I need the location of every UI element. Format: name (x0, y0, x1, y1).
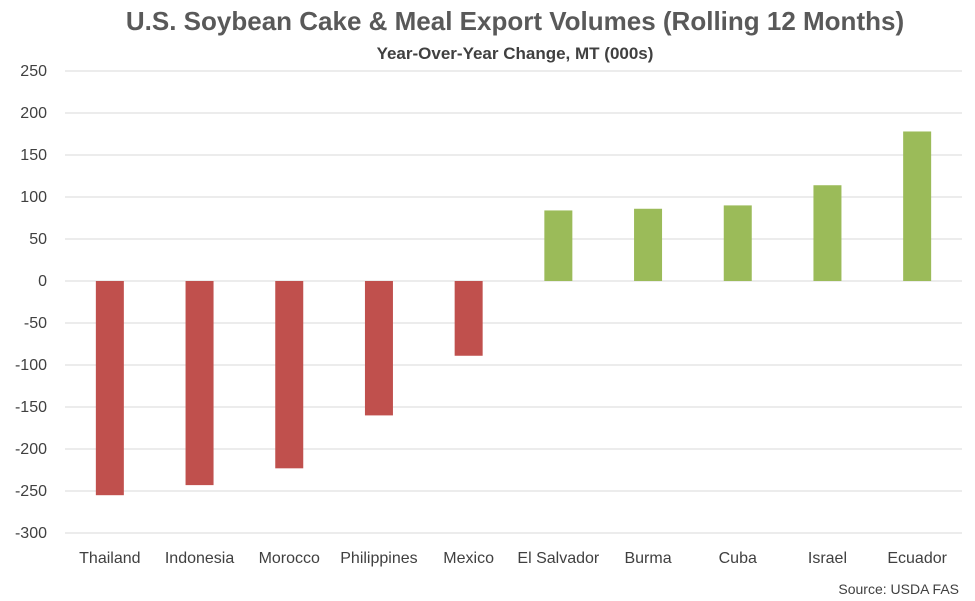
chart-source: Source: USDA FAS (838, 581, 959, 597)
x-tick-label: Morocco (259, 550, 320, 567)
x-tick-label: Burma (624, 550, 671, 567)
x-tick-label: Ecuador (887, 550, 947, 567)
chart-title: U.S. Soybean Cake & Meal Export Volumes … (125, 6, 905, 36)
y-tick-label: -100 (15, 357, 47, 374)
x-tick-label: Philippines (340, 550, 417, 567)
x-axis-tick-labels: Thailand Indonesia Morocco Philippines Mexic… (79, 550, 947, 567)
bar-el-salvador (544, 210, 573, 281)
bar-mexico (454, 281, 483, 356)
y-tick-label: 100 (20, 189, 47, 206)
x-tick-label: Cuba (719, 550, 757, 567)
bar-indonesia (185, 281, 214, 486)
bar-burma (634, 208, 663, 281)
y-tick-label: 50 (29, 231, 47, 248)
bar-israel (813, 185, 842, 281)
y-tick-label: -150 (15, 399, 47, 416)
y-tick-label: -200 (15, 441, 47, 458)
x-tick-label: Thailand (79, 550, 140, 567)
x-tick-label: Mexico (443, 550, 494, 567)
y-tick-label: -50 (24, 315, 47, 332)
bar-morocco (275, 281, 304, 469)
y-axis-tick-labels: 250 200 150 100 50 0 -50 -100 -150 -200 -250 -300 (15, 63, 47, 542)
gridlines (65, 70, 962, 534)
bar-ecuador (903, 131, 932, 281)
x-tick-label: Israel (808, 550, 847, 567)
x-tick-label: El Salvador (517, 550, 599, 567)
x-tick-label: Indonesia (165, 550, 234, 567)
y-tick-label: -300 (15, 525, 47, 542)
y-tick-label: -250 (15, 483, 47, 500)
y-tick-label: 0 (38, 273, 47, 290)
y-tick-label: 250 (20, 63, 47, 80)
y-tick-label: 200 (20, 105, 47, 122)
bars (95, 131, 932, 496)
bar-cuba (723, 205, 752, 281)
y-tick-label: 150 (20, 147, 47, 164)
bar-philippines (364, 281, 393, 416)
chart-subtitle: Year-Over-Year Change, MT (000s) (376, 44, 654, 63)
bar-thailand (95, 281, 124, 496)
